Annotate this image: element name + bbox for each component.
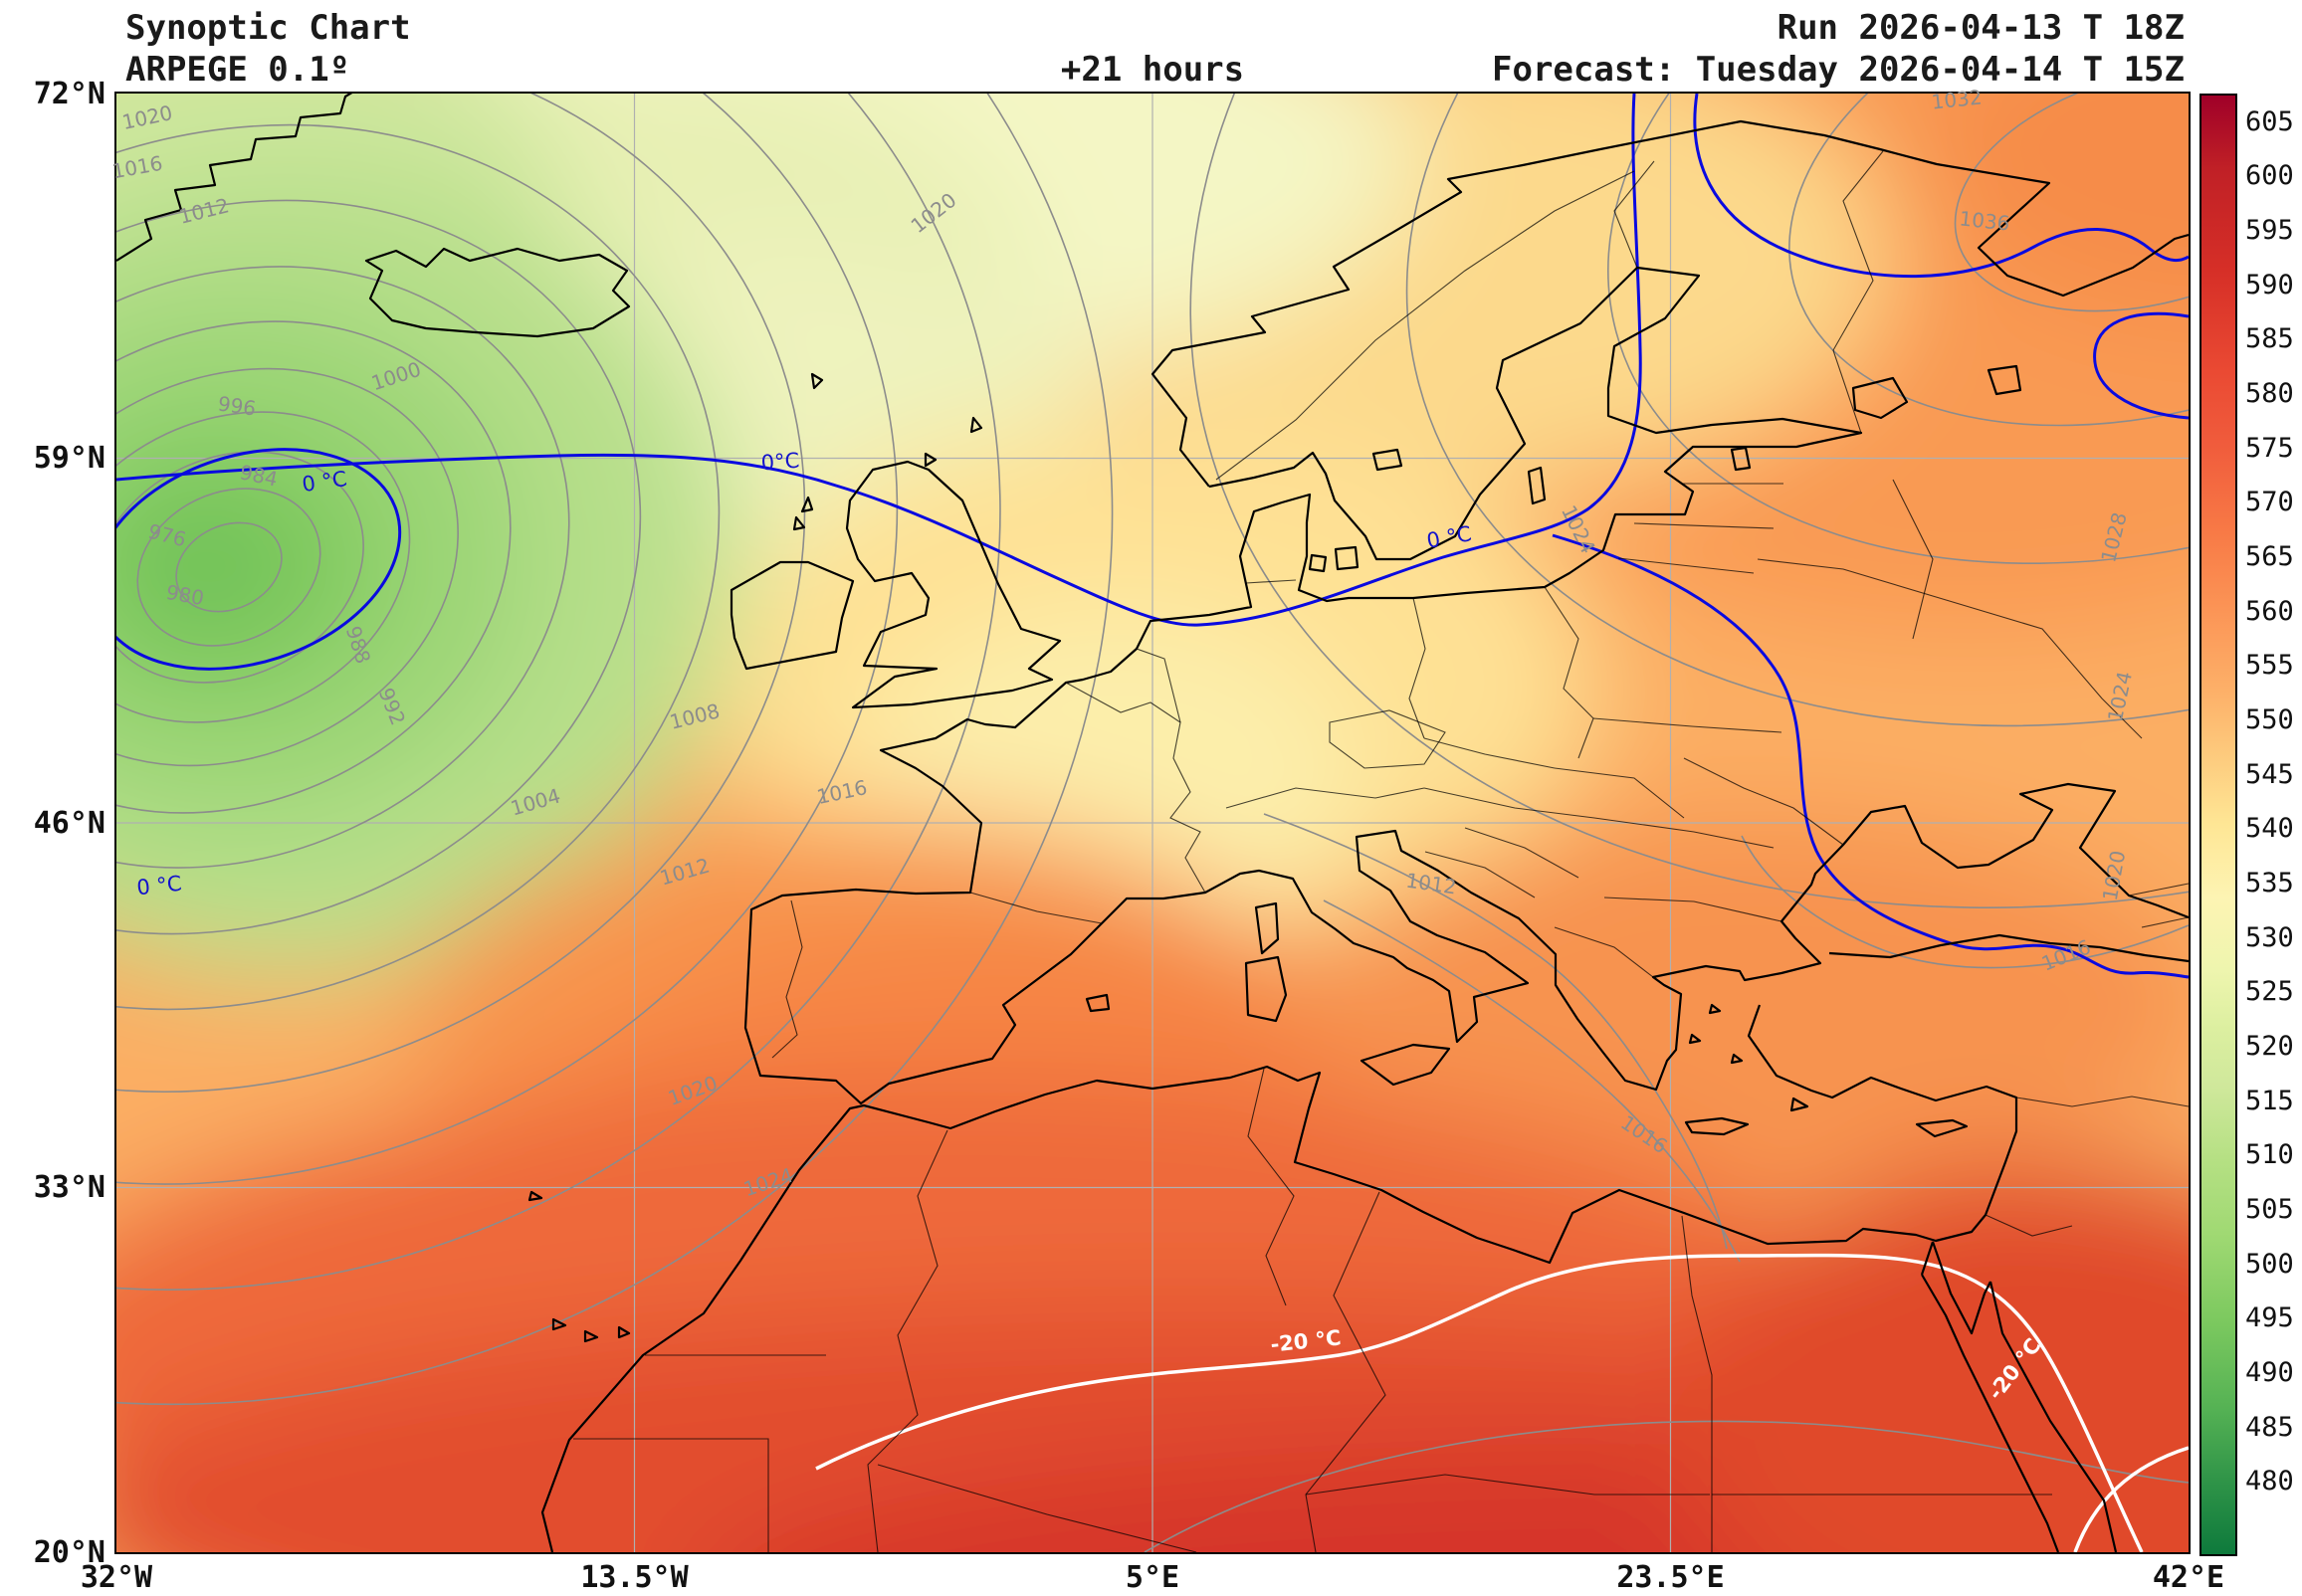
latitude-axis: 72°N 59°N 46°N 33°N 20°N — [33, 76, 105, 1570]
isobar-contours — [116, 94, 2189, 1552]
coastlines — [116, 94, 2189, 1552]
longitude-axis: 32°W 13.5°W 5°E 23.5°E 42°E — [80, 1560, 2225, 1595]
forecast-label: Forecast: Tuesday 2026-04-14 T 15Z — [1492, 50, 2185, 90]
country-borders — [573, 150, 2189, 1552]
colorbar-ticks: 605 600 595 590 585 580 575 570 565 560 555 550 545 5… — [2245, 105, 2294, 1497]
page-title: Synoptic Chart — [125, 8, 411, 48]
isotherm-minus20c — [815, 1253, 2189, 1552]
run-label: Run 2026-04-13 T 18Z — [1777, 8, 2185, 48]
model-label: ARPEGE 0.1º — [125, 50, 350, 90]
synoptic-map — [114, 92, 2191, 1554]
isotherm-0c — [116, 94, 2189, 979]
lead-time-label: +21 hours — [1060, 50, 1245, 90]
colorbar — [2199, 94, 2237, 1556]
